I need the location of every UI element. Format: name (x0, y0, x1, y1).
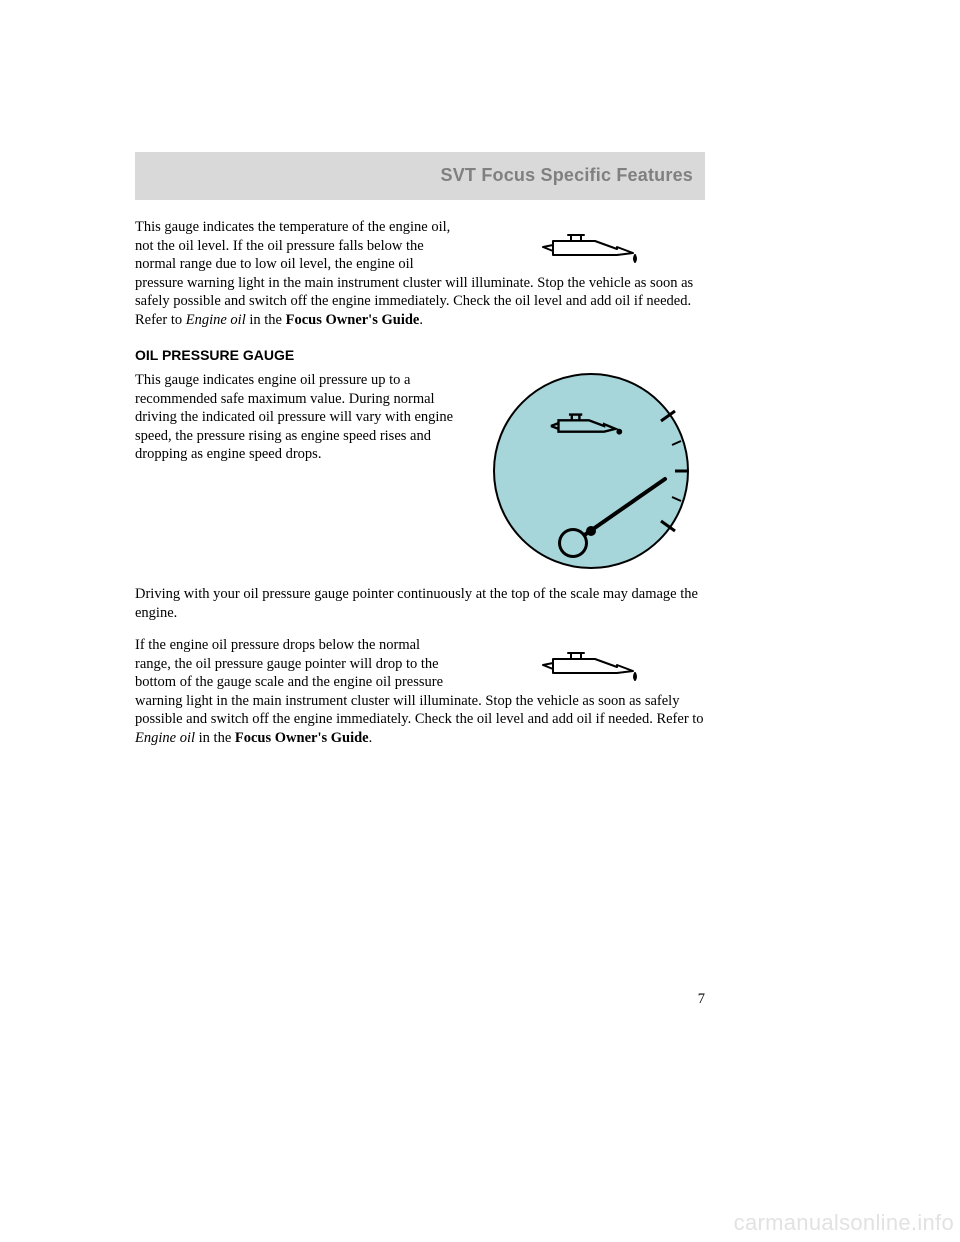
p1-text-c: in the (246, 312, 286, 328)
p1-italic: Engine oil (186, 312, 246, 328)
paragraph-3: Driving with your oil pressure gauge poi… (135, 585, 705, 622)
p4-text-d: . (369, 730, 373, 746)
p4-bold: Focus Owner's Guide (235, 730, 369, 746)
watermark: carmanualsonline.info (734, 1210, 954, 1236)
oil-can-icon-2 (475, 636, 705, 691)
p4-italic: Engine oil (135, 730, 195, 746)
header-bar: SVT Focus Specific Features (135, 152, 705, 200)
content-area: This gauge indicates the temperature of … (135, 218, 705, 761)
page: SVT Focus Specific Features This gauge i… (0, 0, 960, 1242)
p4-text-c: in the (195, 730, 235, 746)
p1-bold: Focus Owner's Guide (286, 312, 420, 328)
header-title: SVT Focus Specific Features (441, 165, 693, 186)
p1-text-d: . (419, 312, 423, 328)
oil-pressure-gauge-icon (477, 371, 705, 571)
page-number: 7 (698, 991, 705, 1008)
section-heading-oil-pressure: OIL PRESSURE GAUGE (135, 347, 705, 363)
oil-can-icon (475, 218, 705, 273)
